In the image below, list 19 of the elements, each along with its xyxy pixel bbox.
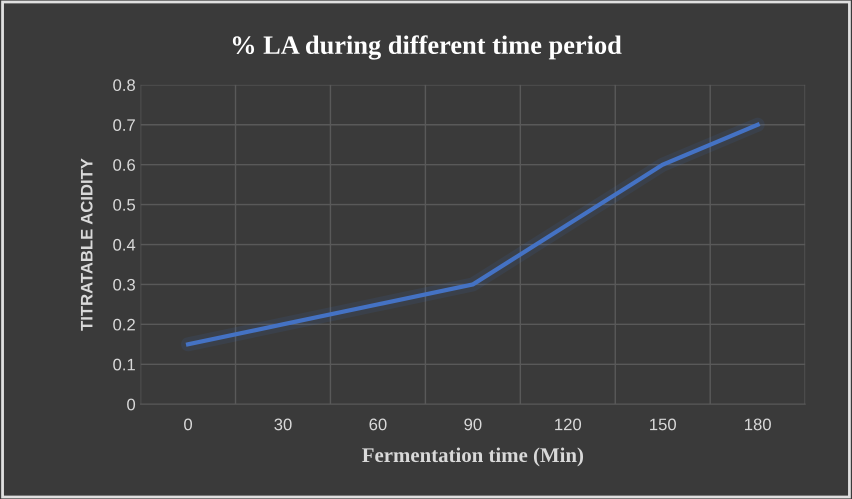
y-tick-label: 0.6	[113, 159, 135, 171]
x-tick-label: 30	[274, 418, 292, 430]
y-tick-label: 0.8	[113, 79, 135, 92]
y-tick-label: 0.7	[113, 119, 135, 131]
x-tick-label: 60	[370, 418, 387, 430]
y-tick-label: 0.1	[113, 358, 135, 370]
x-tick-label: 0	[184, 418, 192, 430]
y-tick-label: 0.3	[113, 278, 135, 291]
x-tick-label: 150	[650, 418, 676, 430]
y-tick-label: 0.4	[113, 238, 136, 251]
x-tick-label: 90	[464, 418, 482, 430]
x-tick-label: 120	[555, 418, 582, 430]
x-tick-label: 180	[745, 418, 771, 430]
x-axis-title: Fermentation time (Min)	[362, 448, 584, 466]
y-tick-label: 0.5	[113, 198, 136, 211]
y-axis-title: TITRATABLE ACIDITY	[80, 158, 93, 331]
chart-title: % LA during different time period	[232, 35, 622, 60]
y-tick-label: 0.2	[113, 318, 135, 331]
y-tick-label: 0	[127, 398, 136, 410]
